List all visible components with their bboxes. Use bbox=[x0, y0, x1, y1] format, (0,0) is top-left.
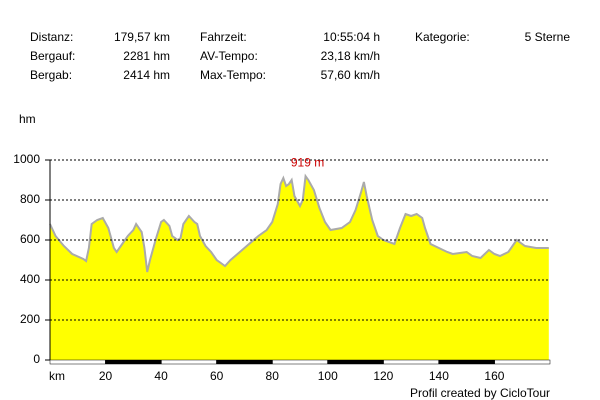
info-value: 2414 hm bbox=[123, 68, 170, 82]
x-tick-label: 140 bbox=[429, 369, 449, 383]
info-value: 5 Sterne bbox=[525, 30, 571, 44]
info-label: Kategorie: bbox=[415, 30, 470, 44]
y-tick-label: 1000 bbox=[13, 152, 40, 166]
info-value: 179,57 km bbox=[114, 30, 170, 44]
x-tick-label: 100 bbox=[318, 369, 338, 383]
peak-annotation: 919 m bbox=[291, 155, 324, 169]
y-tick-label: 600 bbox=[20, 232, 40, 246]
info-label: Max-Tempo: bbox=[200, 68, 266, 82]
info-label: Distanz: bbox=[30, 30, 73, 44]
info-value: 2281 hm bbox=[123, 49, 170, 63]
y-tick-label: 200 bbox=[20, 312, 40, 326]
info-value: 57,60 km/h bbox=[321, 68, 380, 82]
info-label: Fahrzeit: bbox=[200, 30, 247, 44]
x-tick-label: 80 bbox=[266, 369, 280, 383]
x-axis-bar bbox=[49, 359, 551, 365]
y-tick-label: 800 bbox=[20, 192, 40, 206]
elevation-area bbox=[50, 176, 549, 360]
x-tick-label: 60 bbox=[210, 369, 224, 383]
info-value: 23,18 km/h bbox=[321, 49, 380, 63]
y-tick-label: 400 bbox=[20, 272, 40, 286]
x-axis-segment bbox=[327, 360, 384, 364]
elevation-line bbox=[49, 173, 549, 273]
info-label: Bergab: bbox=[30, 68, 72, 82]
x-tick-label: 40 bbox=[154, 369, 168, 383]
info-label: Bergauf: bbox=[30, 49, 75, 63]
info-label: AV-Tempo: bbox=[200, 49, 258, 63]
x-tick-label: 120 bbox=[373, 369, 393, 383]
footer: Profil created by CicloTour bbox=[410, 386, 550, 400]
y-tick-label: 0 bbox=[33, 352, 40, 366]
info-value: 10:55:04 h bbox=[323, 30, 380, 44]
x-tick-label: 20 bbox=[99, 369, 113, 383]
y-axis-label: hm bbox=[19, 112, 36, 126]
x-axis-segment bbox=[105, 360, 162, 364]
x-axis-segment bbox=[438, 360, 495, 364]
x-axis-segment bbox=[216, 360, 273, 364]
x-tick-label: 160 bbox=[484, 369, 504, 383]
x-axis-label: km bbox=[49, 369, 65, 383]
